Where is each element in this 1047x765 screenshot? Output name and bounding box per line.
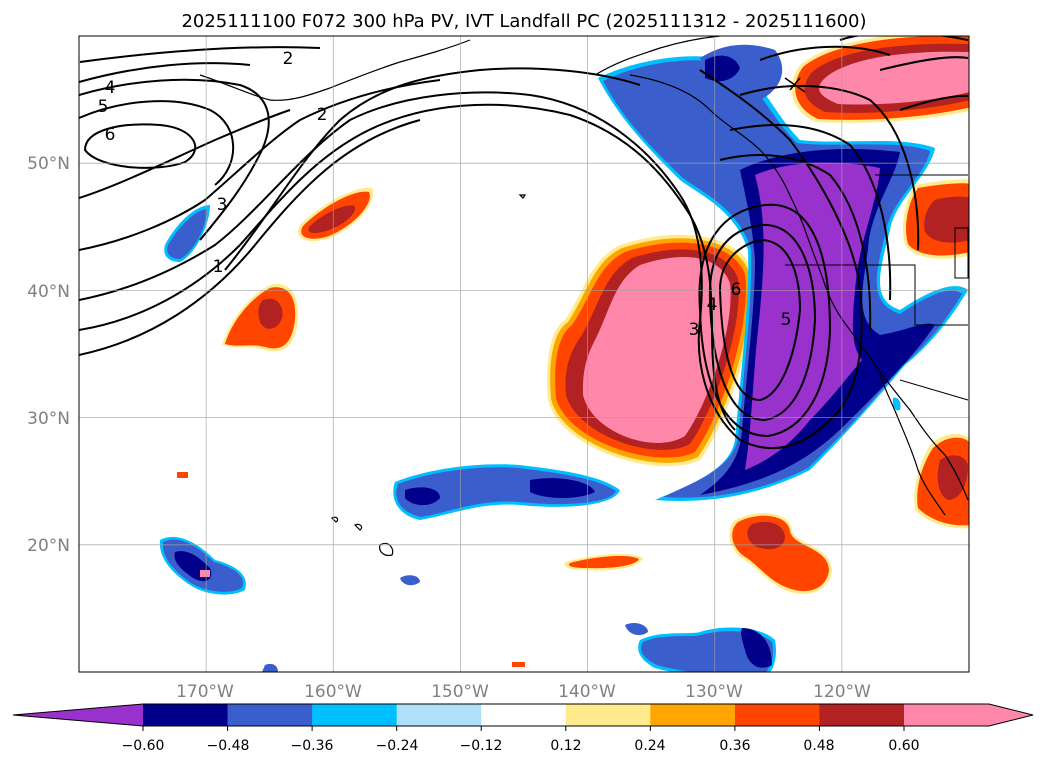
colorbar: −0.60 −0.48 −0.36 −0.24 −0.12 0.12 0.24 … (12, 703, 1034, 754)
contour-label: 5 (781, 310, 792, 330)
contour-label: 3 (217, 195, 228, 215)
positive-anomaly-gulf-of-alaska (791, 36, 969, 123)
lat-label: 20°N (27, 536, 70, 556)
negative-anomaly-small-blobs (159, 205, 901, 672)
map-frame (78, 35, 970, 673)
gridlines (79, 36, 969, 672)
colorbar-tick-label: −0.24 (376, 738, 419, 754)
colorbar-swatch (650, 704, 736, 726)
contour-label: 3 (689, 320, 700, 340)
lat-label: 30°N (27, 409, 70, 429)
colorbar-tick-label: 0.36 (719, 738, 750, 754)
colorbar-swatch (312, 704, 398, 726)
colorbar-swatch (819, 704, 905, 726)
colorbar-tick-label: 0.48 (803, 738, 834, 754)
lon-label: 130°W (685, 682, 743, 702)
colorbar-extend-min (13, 704, 143, 726)
colorbar-tick-label: −0.12 (460, 738, 503, 754)
lat-label: 40°N (27, 282, 70, 302)
map-content (79, 36, 969, 672)
colorbar-swatch (481, 704, 567, 726)
colorbar-swatch (734, 704, 820, 726)
contour-label: 1 (213, 257, 224, 277)
colorbar-swatch (227, 704, 313, 726)
contour-label: 6 (731, 280, 742, 300)
contour-label: 2 (317, 105, 328, 125)
lat-labels: 20°N 30°N 40°N 50°N (27, 154, 70, 556)
colorbar-tick-labels: −0.60 −0.48 −0.36 −0.24 −0.12 0.12 0.24 … (122, 738, 920, 754)
lon-label: 140°W (558, 682, 616, 702)
contour-label: 2 (283, 49, 294, 69)
colorbar-tick-label: −0.48 (207, 738, 250, 754)
colorbar-tick-label: 0.12 (550, 738, 581, 754)
colorbar-tick-label: −0.60 (122, 738, 165, 754)
contour-label: 4 (707, 295, 718, 315)
lon-label: 120°W (813, 682, 871, 702)
colorbar-swatch (904, 704, 989, 726)
contour-labels: 2 4 5 6 2 3 1 3 4 6 5 (98, 49, 792, 340)
contour-label: 6 (105, 125, 116, 145)
lat-label: 50°N (27, 154, 70, 174)
lon-label: 160°W (304, 682, 362, 702)
pv-contours (79, 36, 969, 450)
figure-title: 2025111100 F072 300 hPa PV, IVT Landfall… (181, 11, 866, 32)
colorbar-tick-label: 0.24 (634, 738, 665, 754)
colorbar-swatch (396, 704, 482, 726)
colorbar-swatch (143, 704, 229, 726)
colorbar-tick-label: −0.36 (291, 738, 334, 754)
lon-label: 150°W (431, 682, 489, 702)
contour-label: 4 (105, 78, 116, 98)
map-panel: 2 4 5 6 2 3 1 3 4 6 5 170°W 160°W 150°W … (27, 35, 970, 702)
colorbar-outline (12, 703, 1034, 727)
pv-anomaly-fill (159, 36, 969, 672)
colorbar-extend-max (989, 704, 1033, 726)
negative-anomaly-northeast-pacific (598, 44, 968, 501)
contour-label: 5 (98, 97, 109, 117)
colorbar-swatch (565, 704, 651, 726)
lon-labels: 170°W 160°W 150°W 140°W 130°W 120°W (176, 682, 871, 702)
colorbar-tick-label: 0.60 (888, 738, 919, 754)
colorbar-swatches (13, 704, 1033, 726)
lon-label: 170°W (176, 682, 234, 702)
colorbar-ticks (142, 726, 905, 731)
positive-anomaly-small-blobs (177, 179, 969, 667)
